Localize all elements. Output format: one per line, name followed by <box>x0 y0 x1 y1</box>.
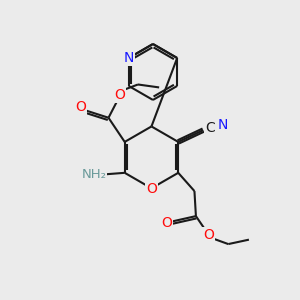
Text: O: O <box>203 228 214 242</box>
Text: O: O <box>161 216 172 230</box>
Text: O: O <box>146 182 157 196</box>
Text: N: N <box>124 51 134 65</box>
Text: N: N <box>217 118 228 132</box>
Text: O: O <box>75 100 86 114</box>
Text: NH₂: NH₂ <box>81 168 106 181</box>
Text: O: O <box>114 88 125 102</box>
Text: C: C <box>205 121 214 135</box>
